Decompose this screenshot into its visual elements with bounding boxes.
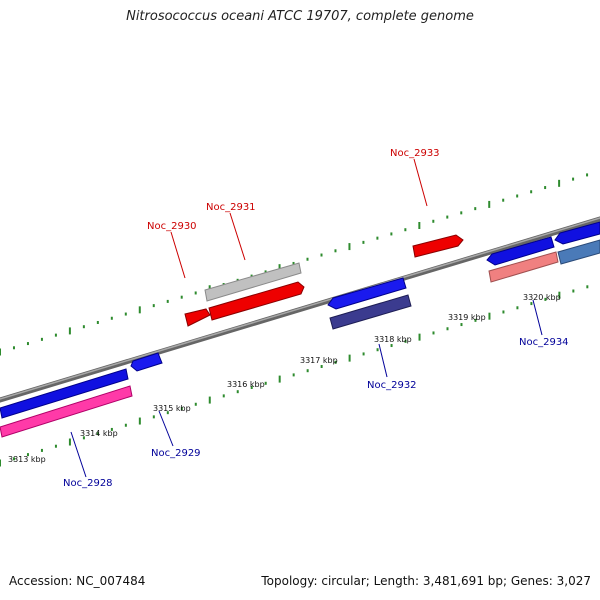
genome-title: Nitrosococcus oceani ATCC 19707, complet…	[126, 9, 474, 24]
gene-label-leaders	[70, 158, 543, 478]
gene-noc-2928-blue[interactable]	[0, 368, 129, 419]
accession-text: Accession: NC_007484	[9, 574, 146, 588]
kbp-label: 3313 kbp	[8, 455, 46, 464]
kbp-ruler-labels: 3313 kbp 3314 kbp 3315 kbp 3316 kbp 3317…	[8, 293, 561, 464]
gene-labels-bottom: Noc_2928 Noc_2929 Noc_2932 Noc_2934	[63, 337, 569, 489]
tick-dots-bottom	[0, 285, 589, 467]
gene-noc-2931-red[interactable]	[208, 281, 305, 321]
label-noc-2928[interactable]: Noc_2928	[63, 478, 113, 489]
kbp-label: 3314 kbp	[80, 429, 118, 438]
gene-right-steelblue[interactable]	[557, 239, 600, 265]
genome-backbone-highlight	[0, 217, 600, 400]
features	[0, 221, 600, 438]
gene-noc-2932-blue[interactable]	[327, 277, 407, 310]
genome-backbone	[0, 216, 600, 403]
kbp-label: 3317 kbp	[300, 356, 338, 365]
label-noc-2934[interactable]: Noc_2934	[519, 337, 569, 348]
gene-labels-top: Noc_2930 Noc_2931 Noc_2933	[147, 148, 440, 232]
gene-noc-2932-navy[interactable]	[329, 294, 412, 330]
kbp-label: 3316 kbp	[227, 380, 265, 389]
gene-noc-2934-blue[interactable]	[486, 236, 555, 266]
gene-noc-2929[interactable]	[130, 352, 163, 372]
kbp-label: 3315 kbp	[153, 404, 191, 413]
gene-right-blue[interactable]	[554, 221, 600, 245]
topology-text: Topology: circular; Length: 3,481,691 bp…	[261, 574, 591, 588]
label-noc-2929[interactable]: Noc_2929	[151, 448, 201, 459]
label-noc-2933[interactable]: Noc_2933	[390, 148, 440, 159]
kbp-label: 3318 kbp	[374, 335, 412, 344]
label-noc-2930[interactable]: Noc_2930	[147, 221, 197, 232]
kbp-label: 3320 kbp	[523, 293, 561, 302]
gene-noc-2934-salmon[interactable]	[488, 251, 559, 283]
label-noc-2931[interactable]: Noc_2931	[206, 202, 256, 213]
tick-dots-top	[0, 173, 589, 356]
label-noc-2932[interactable]: Noc_2932	[367, 380, 417, 391]
gene-noc-2933[interactable]	[412, 234, 464, 258]
gene-noc-2928-pink[interactable]	[0, 385, 133, 438]
kbp-label: 3319 kbp	[448, 313, 486, 322]
gene-noc-2930[interactable]	[184, 308, 211, 327]
gene-noc-2931-gray[interactable]	[204, 262, 302, 302]
